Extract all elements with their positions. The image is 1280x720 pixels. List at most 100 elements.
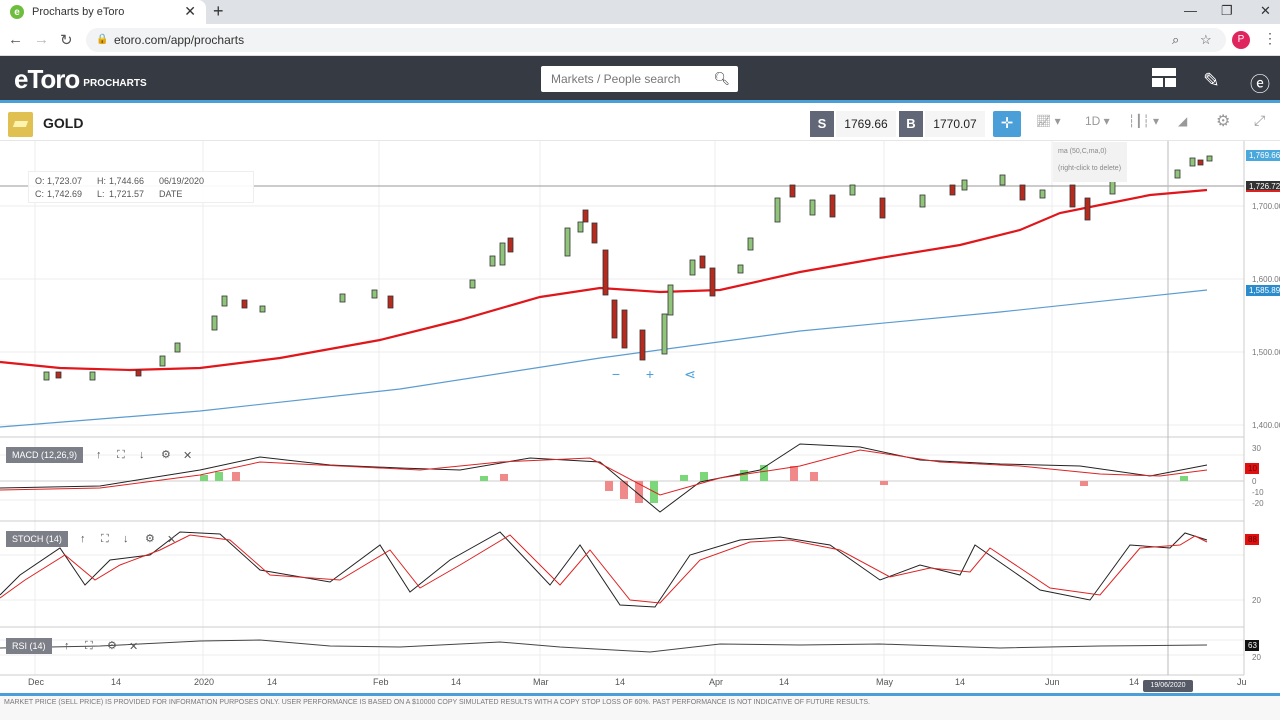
- high-value: 1,744.66: [109, 176, 145, 186]
- zoom-out-button[interactable]: −: [600, 365, 632, 383]
- open-value: 1,723.07: [47, 176, 83, 186]
- macd-tick: -10: [1252, 488, 1264, 497]
- x-tick: 14: [111, 677, 122, 687]
- app-header: eToro PROCHARTS Markets / People search 🔍…: [0, 56, 1280, 103]
- profile-avatar[interactable]: P: [1232, 31, 1250, 49]
- ma200-badge: 1,585.89: [1246, 285, 1280, 296]
- url-text: etoro.com/app/procharts: [114, 33, 245, 47]
- macd-pane: [0, 443, 1244, 513]
- logo-subtitle: PROCHARTS: [83, 78, 147, 89]
- tab-title: Procharts by eToro: [32, 6, 125, 18]
- date-label: DATE: [159, 189, 183, 199]
- minimize-icon[interactable]: —: [1184, 3, 1197, 18]
- x-tick: 14: [955, 677, 966, 687]
- x-tick: Ju: [1237, 677, 1247, 687]
- url-input[interactable]: 🔒 etoro.com/app/procharts ⌕ ☆: [86, 28, 1226, 52]
- low-label: L:: [97, 189, 105, 199]
- grid: [0, 141, 1244, 675]
- draw-pencil-icon[interactable]: ✎: [1203, 70, 1220, 92]
- x-tick: Feb: [373, 677, 389, 687]
- drawing-tools-icon[interactable]: ◢: [1178, 114, 1188, 128]
- disclaimer-text: MARKET PRICE (SELL PRICE) IS PROVIDED FO…: [4, 699, 870, 706]
- y-tick: 1,700.00: [1252, 202, 1280, 211]
- timeframe-value: 1D: [1085, 114, 1101, 128]
- move-up-icon[interactable]: ↑: [96, 449, 102, 461]
- maximize-pane-icon[interactable]: ⛶: [85, 640, 93, 652]
- close-pane-icon[interactable]: ✕: [183, 450, 193, 462]
- timeframe-dropdown[interactable]: 1D ▾: [1085, 114, 1110, 128]
- gold-instrument-icon: [8, 112, 33, 137]
- settings-gear-icon[interactable]: ⚙: [107, 640, 117, 652]
- etoro-favicon-icon: e: [10, 5, 24, 19]
- etoro-bull-icon[interactable]: ⓔ: [1250, 74, 1270, 96]
- buy-button[interactable]: B: [899, 111, 923, 137]
- bookmark-star-icon[interactable]: ☆: [1200, 32, 1212, 47]
- move-down-icon[interactable]: ↓: [123, 533, 129, 545]
- rsi-line: [0, 639, 1208, 653]
- etoro-logo[interactable]: eToro PROCHARTS: [14, 64, 147, 95]
- move-up-icon[interactable]: ↑: [80, 533, 86, 545]
- instrument-name[interactable]: GOLD: [43, 115, 84, 131]
- ma-tooltip: ma (50,C,ma,0) (right-click to delete): [1053, 142, 1127, 182]
- buy-price[interactable]: 1770.07: [925, 111, 985, 137]
- indicators-dropdown-icon[interactable]: 📈︎ ▾: [1036, 114, 1061, 128]
- y-tick: 1,500.00: [1252, 348, 1280, 357]
- new-tab-button[interactable]: +: [213, 1, 224, 21]
- y-tick: 1,600.00: [1252, 275, 1280, 284]
- x-tick: Mar: [533, 677, 549, 687]
- stoch-label[interactable]: STOCH (14): [6, 531, 68, 547]
- chart-type-dropdown-icon[interactable]: ┆┃┆ ▾: [1128, 114, 1160, 128]
- crosshair-button[interactable]: ✛: [993, 111, 1021, 137]
- zoom-icon[interactable]: ⌕: [1172, 32, 1180, 47]
- lock-icon: 🔒: [96, 34, 109, 45]
- crosshair-date-badge: 19/06/2020: [1143, 680, 1193, 692]
- ma50-line: [0, 188, 1208, 372]
- browser-tab[interactable]: e Procharts by eToro ✕: [0, 0, 206, 24]
- search-icon[interactable]: 🔍︎: [713, 71, 730, 86]
- current-price-badge: 1,769.66: [1246, 150, 1280, 161]
- maximize-pane-icon[interactable]: ⛶: [117, 449, 125, 461]
- browser-menu-icon[interactable]: ⋮: [1263, 30, 1277, 46]
- macd-tick: 0: [1252, 477, 1257, 486]
- price-chart[interactable]: [0, 141, 1280, 694]
- maximize-pane-icon[interactable]: ⛶: [101, 533, 109, 545]
- layout-icon[interactable]: [1152, 68, 1176, 94]
- move-up-icon[interactable]: ↑: [64, 640, 70, 652]
- move-down-icon[interactable]: ↓: [139, 449, 145, 461]
- zoom-in-button[interactable]: +: [634, 365, 666, 383]
- stoch-badge: 88: [1245, 534, 1259, 545]
- maximize-icon[interactable]: ❐: [1221, 3, 1233, 18]
- settings-gear-icon[interactable]: ⚙: [161, 449, 171, 461]
- share-icon[interactable]: ⋖: [674, 365, 706, 383]
- back-icon[interactable]: ←: [8, 31, 23, 48]
- sell-button[interactable]: S: [810, 111, 834, 137]
- close-pane-icon[interactable]: ✕: [167, 534, 177, 546]
- crosshair-price-badge: 1,726.72: [1246, 181, 1280, 192]
- close-value: 1,742.69: [47, 189, 83, 199]
- x-tick: 14: [267, 677, 278, 687]
- markets-search-input[interactable]: Markets / People search 🔍︎: [541, 66, 738, 92]
- close-pane-icon[interactable]: ✕: [129, 641, 139, 653]
- rsi-tick: 20: [1252, 653, 1261, 662]
- forward-icon[interactable]: →: [34, 31, 49, 48]
- tab-close-icon[interactable]: ✕: [184, 3, 196, 19]
- rsi-label[interactable]: RSI (14): [6, 638, 52, 654]
- x-tick: Dec: [28, 677, 45, 687]
- close-label: C:: [35, 189, 44, 199]
- macd-tick: -20: [1252, 499, 1264, 508]
- rsi-badge: 63: [1245, 640, 1259, 651]
- candlesticks: [43, 155, 1213, 381]
- ohlc-info-box: O: 1,723.07 H: 1,744.66 06/19/2020 C: 1,742.6…: [28, 171, 254, 203]
- window-close-icon[interactable]: ✕: [1260, 3, 1271, 18]
- macd-label[interactable]: MACD (12,26,9): [6, 447, 84, 463]
- disclaimer-footer: MARKET PRICE (SELL PRICE) IS PROVIDED FO…: [0, 693, 1280, 720]
- reload-icon[interactable]: ↻: [60, 32, 73, 49]
- date-value: 06/19/2020: [159, 176, 205, 186]
- fullscreen-expand-icon[interactable]: ⤢: [1254, 112, 1266, 128]
- sell-price[interactable]: 1769.66: [836, 111, 896, 137]
- x-tick: 14: [451, 677, 462, 687]
- stoch-pane: [0, 531, 1208, 608]
- settings-gear-icon[interactable]: ⚙: [145, 533, 155, 545]
- x-tick: 14: [779, 677, 790, 687]
- settings-gear-icon[interactable]: ⚙: [1216, 113, 1231, 130]
